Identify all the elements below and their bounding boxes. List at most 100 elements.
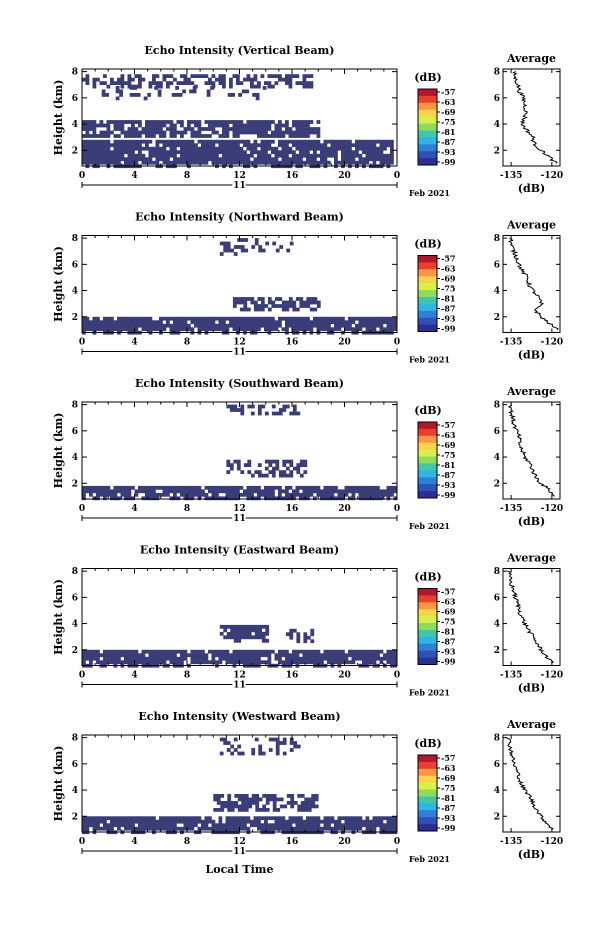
echo-cell-2 xyxy=(148,316,153,321)
echo-cell-1 xyxy=(276,808,281,812)
echo-cell-3 xyxy=(155,150,160,155)
echo-cell-2 xyxy=(306,819,310,824)
echo-cell-2 xyxy=(141,489,146,494)
echo-cell-3 xyxy=(99,146,104,151)
echo-cell-2 xyxy=(278,660,282,665)
echo-cell-2 xyxy=(232,123,237,128)
echo-cell-2 xyxy=(162,123,167,128)
echo-cell-2 xyxy=(173,134,177,138)
echo-cell-0 xyxy=(275,744,280,749)
echo-cell-2 xyxy=(393,489,398,494)
echo-cell-2 xyxy=(299,127,303,131)
echo-cell-2 xyxy=(278,819,282,824)
echo-cell-2 xyxy=(127,819,132,824)
echo-cell-1 xyxy=(313,300,318,305)
colorbar-segment xyxy=(418,803,437,811)
echo-cell-2 xyxy=(215,826,219,831)
echo-cell-2 xyxy=(85,826,90,831)
echo-cell-2 xyxy=(264,653,268,658)
echo-cell-2 xyxy=(386,485,391,490)
echo-cell-0 xyxy=(226,248,231,253)
echo-cell-3 xyxy=(386,153,391,158)
echo-cell-2 xyxy=(316,127,321,131)
avg-y-tick-label: 4 xyxy=(494,287,500,297)
echo-cell-2 xyxy=(82,660,86,665)
echo-cell-2 xyxy=(348,660,352,665)
echo-cell-0 xyxy=(85,77,90,82)
echo-cell-2 xyxy=(376,492,380,497)
echo-cell-2 xyxy=(267,123,272,128)
echo-cell-2 xyxy=(211,823,216,828)
echo-cell-3 xyxy=(316,143,321,148)
echo-cell-0 xyxy=(285,81,289,85)
echo-cell-2 xyxy=(127,320,132,325)
echo-cell-1 xyxy=(239,297,244,301)
average-profile-line xyxy=(508,237,559,331)
echo-cell-2 xyxy=(148,327,153,332)
echo-cell-2 xyxy=(316,816,321,821)
echo-cell-2 xyxy=(162,134,167,138)
x-tick-label: 16 xyxy=(286,171,299,181)
echo-cell-2 xyxy=(103,492,107,497)
echo-cell-2 xyxy=(278,485,282,490)
echo-cell-2 xyxy=(211,649,216,654)
echo-cell-2 xyxy=(264,819,268,824)
echo-cell-2 xyxy=(162,656,167,661)
echo-cell-1 xyxy=(237,808,242,812)
echo-cell-3 xyxy=(330,143,335,148)
echo-cell-2 xyxy=(162,323,167,328)
echo-cell-2 xyxy=(222,489,226,494)
echo-cell-2 xyxy=(197,320,202,325)
echo-cell-2 xyxy=(351,496,356,501)
echo-cell-2 xyxy=(351,823,356,828)
echo-cell-2 xyxy=(103,316,107,321)
echo-cell-3 xyxy=(127,143,132,148)
echo-cell-2 xyxy=(173,320,177,325)
echo-cell-2 xyxy=(232,323,237,328)
echo-cell-3 xyxy=(246,143,251,148)
echo-cell-2 xyxy=(232,649,237,654)
echo-cell-2 xyxy=(316,823,321,828)
echo-cell-0 xyxy=(219,241,224,246)
echo-cell-2 xyxy=(92,819,97,824)
echo-cell-2 xyxy=(211,489,216,494)
echo-cell-3 xyxy=(232,153,237,158)
echo-cell-2 xyxy=(201,489,205,494)
echo-cell-1 xyxy=(316,304,321,308)
echo-cell-2 xyxy=(124,819,128,824)
echo-cell-2 xyxy=(299,826,303,831)
echo-cell-2 xyxy=(379,660,384,665)
colorbar-segment xyxy=(418,123,437,131)
echo-cell-2 xyxy=(358,327,363,332)
echo-cell-1 xyxy=(260,300,265,305)
echo-cell-3 xyxy=(194,157,198,162)
echo-cell-2 xyxy=(183,656,188,661)
echo-cell-2 xyxy=(253,656,258,661)
echo-cell-3 xyxy=(344,139,349,144)
echo-cell-3 xyxy=(369,153,373,158)
echo-cell-2 xyxy=(110,323,114,328)
echo-cell-2 xyxy=(344,485,349,490)
echo-cell-2 xyxy=(232,496,237,501)
echo-cell-0 xyxy=(148,84,153,89)
echo-cell-2 xyxy=(362,649,366,654)
echo-cell-2 xyxy=(85,816,90,821)
echo-cell-2 xyxy=(243,656,247,661)
echo-cell-2 xyxy=(225,130,230,135)
echo-cell-1 xyxy=(257,470,262,474)
echo-cell-0 xyxy=(286,248,291,253)
echo-cell-2 xyxy=(239,123,244,128)
echo-cell-0 xyxy=(236,77,240,82)
echo-cell-2 xyxy=(246,323,251,328)
echo-cell-2 xyxy=(110,656,114,661)
echo-cell-2 xyxy=(222,320,226,325)
echo-cell-2 xyxy=(92,134,97,138)
echo-cell-2 xyxy=(103,320,107,325)
colorbar-tick-label: -57 xyxy=(441,87,455,97)
echo-cell-0 xyxy=(180,81,184,85)
echo-cell-1 xyxy=(311,794,316,798)
echo-cell-2 xyxy=(243,320,247,325)
echo-cell-2 xyxy=(323,496,328,501)
echo-cell-2 xyxy=(386,320,391,325)
echo-cell-2 xyxy=(386,323,391,328)
